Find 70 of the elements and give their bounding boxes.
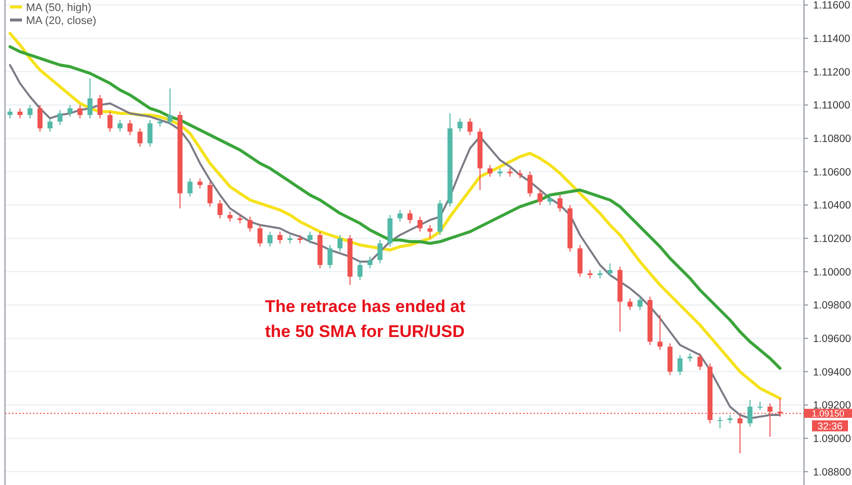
candlestick: [678, 354, 682, 376]
candlestick: [258, 224, 262, 248]
legend-label: MA (20, close): [26, 15, 96, 27]
y-tick-label: 1.09600: [813, 333, 852, 346]
candlestick: [168, 88, 172, 126]
candlestick: [558, 194, 562, 212]
text: 32:36: [817, 421, 843, 432]
candlestick: [118, 120, 122, 132]
candlestick: [748, 400, 752, 428]
y-tick-label: 1.09000: [813, 433, 852, 446]
candlestick: [198, 178, 202, 189]
candlestick: [628, 298, 632, 310]
candlestick: [18, 108, 22, 119]
candlestick: [358, 261, 362, 280]
candlestick: [98, 94, 102, 119]
candlestick: [88, 78, 92, 119]
candlestick: [188, 178, 192, 198]
y-tick-label: 1.10400: [813, 200, 852, 212]
candlestick: [418, 216, 422, 232]
y-tick-label: 1.09800: [813, 300, 852, 312]
candlestick: [108, 111, 112, 132]
y-tick-label: 1.10800: [813, 133, 852, 146]
candlestick: [148, 120, 152, 148]
candlestick: [378, 240, 382, 264]
candlestick: [608, 262, 612, 278]
candlestick: [278, 231, 282, 244]
y-tick-label: 1.08800: [813, 466, 852, 478]
candlestick: [458, 118, 462, 132]
candlestick: [28, 104, 32, 119]
candlestick: [698, 352, 702, 370]
candlestick: [328, 244, 332, 269]
candlestick: [48, 118, 52, 132]
y-tick-label: 1.10200: [813, 233, 852, 246]
y-tick-label: 1.11600: [813, 0, 850, 12]
candlestick: [78, 104, 82, 119]
candlestick: [528, 171, 532, 198]
candlestick: [638, 296, 642, 310]
candlestick: [548, 194, 552, 206]
y-tick-label: 1.11200: [813, 66, 850, 78]
candlestick: [408, 210, 412, 224]
candlestick: [468, 118, 472, 136]
annotation: The retrace has ended at the 50 SMA for EUR/USD: [265, 297, 466, 341]
y-tick-label: 1.10000: [813, 266, 852, 278]
candlestick: [208, 181, 212, 208]
candlestick: [428, 224, 432, 239]
candlestick: [658, 314, 662, 350]
candlestick: [368, 256, 372, 269]
y-tick-label: 1.10600: [813, 166, 852, 178]
candlestick: [758, 401, 762, 410]
candlestick: [218, 200, 222, 219]
candlestick: [128, 120, 132, 136]
candlestick: [398, 210, 402, 222]
candlestick: [68, 104, 72, 118]
ref-line-label: 1.09150: [812, 408, 844, 418]
candlestick: [488, 164, 492, 178]
candlestick: [248, 216, 252, 232]
y-tick-label: 1.09400: [813, 366, 852, 378]
candlestick: [38, 104, 42, 132]
legend-label: MA (50, high): [26, 2, 92, 14]
candlestick: [138, 128, 142, 148]
candlestick: [268, 231, 272, 248]
candlestick: [308, 231, 312, 244]
y-tick-label: 1.11000: [813, 100, 850, 112]
y-tick-label: 1.11400: [813, 33, 850, 46]
candlestick: [718, 416, 722, 429]
candlestick: [338, 234, 342, 252]
candlestick: [58, 110, 62, 126]
candlestick: [8, 108, 12, 119]
candlestick: [538, 190, 542, 206]
candlestick: [228, 211, 232, 222]
